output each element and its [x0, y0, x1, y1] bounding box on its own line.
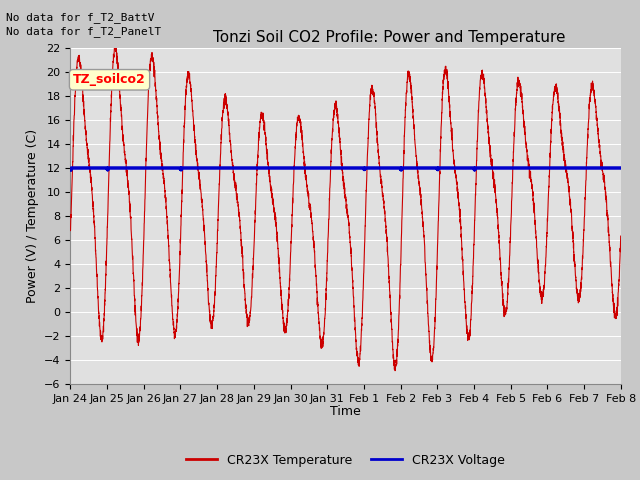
X-axis label: Time: Time — [330, 405, 361, 418]
Y-axis label: Power (V) / Temperature (C): Power (V) / Temperature (C) — [26, 129, 38, 303]
Text: No data for f_T2_BattV: No data for f_T2_BattV — [6, 12, 155, 23]
Title: Tonzi Soil CO2 Profile: Power and Temperature: Tonzi Soil CO2 Profile: Power and Temper… — [213, 30, 566, 46]
Text: No data for f_T2_PanelT: No data for f_T2_PanelT — [6, 26, 162, 37]
Text: TZ_soilco2: TZ_soilco2 — [73, 73, 146, 86]
Legend: CR23X Temperature, CR23X Voltage: CR23X Temperature, CR23X Voltage — [181, 449, 510, 472]
